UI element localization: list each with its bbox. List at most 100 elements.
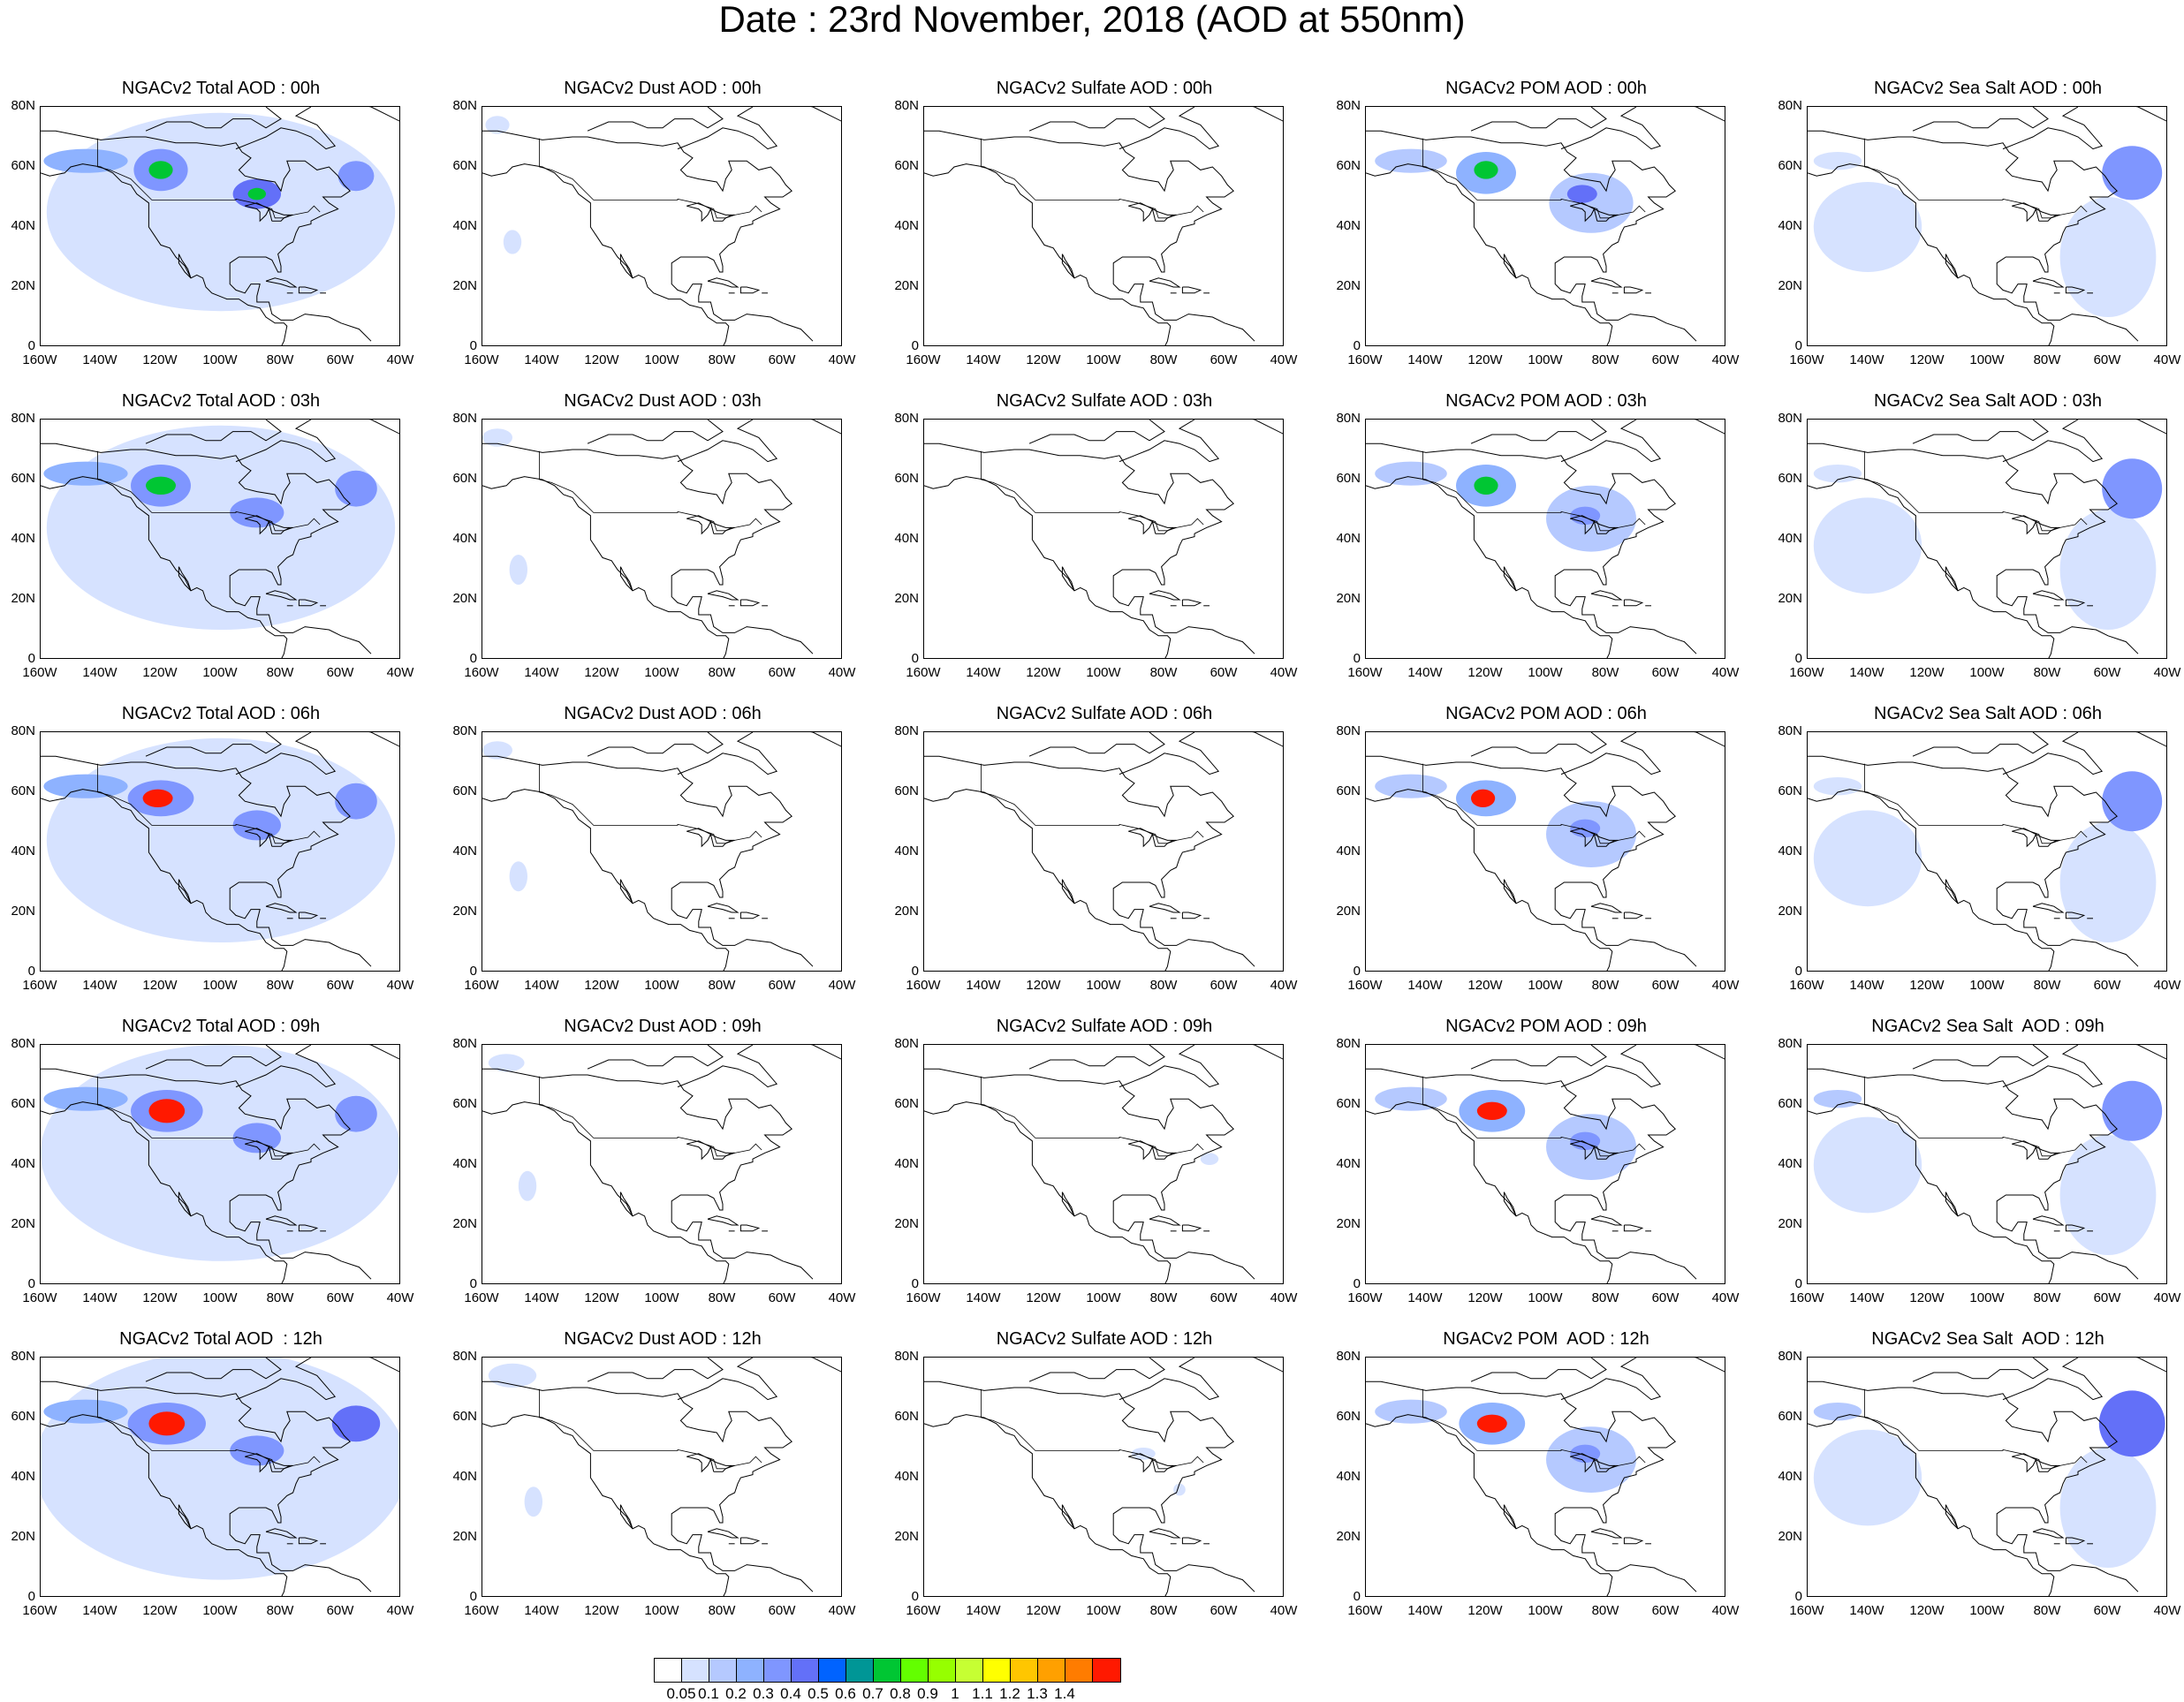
coastline xyxy=(1470,732,1607,757)
lon-tick-label: 80W xyxy=(2033,1603,2061,1618)
colorbar-label: 0.3 xyxy=(753,1685,774,1702)
lon-tick-label: 160W xyxy=(464,978,499,993)
lon-tick-label: 120W xyxy=(142,1603,178,1618)
country-border xyxy=(97,1076,321,1157)
colorbar-label: 1.3 xyxy=(1027,1685,1048,1702)
lon-tick-label: 60W xyxy=(2093,1290,2121,1305)
lat-tick-label: 80N xyxy=(894,98,919,113)
panel-title: NGACv2 Sulfate AOD : 12h xyxy=(996,1329,1213,1349)
lat-tick-label: 80N xyxy=(1336,411,1361,426)
aod-patch xyxy=(482,428,512,447)
lat-tick-label: 40N xyxy=(894,218,919,233)
coastline xyxy=(1366,443,1697,654)
map-panel: NGACv2 Sea Salt AOD : 09h 80N 60N 40N 20N 0 16… xyxy=(1767,1017,2184,1330)
lat-tick-label: 80N xyxy=(894,1036,919,1051)
aod-patch xyxy=(1474,161,1498,179)
coastline xyxy=(707,1215,739,1226)
coastline xyxy=(1128,828,1177,848)
coastline xyxy=(145,1358,282,1382)
aod-patch xyxy=(41,1045,399,1261)
coastline xyxy=(1912,732,2049,757)
map-plot xyxy=(1807,106,2167,346)
map-canvas xyxy=(924,1045,1283,1283)
lat-tick-label: 20N xyxy=(1778,591,1802,606)
lon-tick-label: 100W xyxy=(202,352,238,367)
lat-tick-label: 40N xyxy=(11,843,35,859)
map-canvas xyxy=(924,732,1283,971)
lat-tick-label: 80N xyxy=(11,1036,35,1051)
coastline xyxy=(1181,1537,1202,1545)
lon-tick-label: 40W xyxy=(1270,665,1298,680)
coastline xyxy=(1694,1045,1725,1060)
map-plot xyxy=(40,419,400,659)
map-canvas xyxy=(1366,1045,1725,1283)
lon-tick-label: 60W xyxy=(2093,665,2121,680)
lon-tick-label: 100W xyxy=(1528,1603,1563,1618)
aod-patch xyxy=(335,1095,377,1132)
lon-tick-label: 120W xyxy=(584,1603,619,1618)
panel-title: NGACv2 Dust AOD : 03h xyxy=(564,391,762,411)
lon-tick-label: 120W xyxy=(1467,978,1503,993)
panel-title: NGACv2 Sea Salt AOD : 00h xyxy=(1874,79,2102,98)
lat-tick-label: 40N xyxy=(1778,843,1802,859)
lat-tick-label: 40N xyxy=(11,1469,35,1484)
lon-tick-label: 60W xyxy=(1651,1290,1680,1305)
aod-patch xyxy=(524,1486,542,1517)
aod-patch xyxy=(1813,1116,1922,1214)
map-panel: NGACv2 Dust AOD : 00h 80N 60N 40N 20N 0 160W 14… xyxy=(442,79,883,392)
coastline xyxy=(1560,420,1662,463)
coastline xyxy=(368,732,399,747)
lat-tick-label: 80N xyxy=(1778,723,1802,738)
lon-tick-label: 40W xyxy=(828,1290,856,1305)
lat-tick-label: 60N xyxy=(894,158,919,173)
aod-patch xyxy=(509,555,527,585)
country-border xyxy=(981,450,1204,532)
panel-title: NGACv2 Sulfate AOD : 09h xyxy=(996,1017,1213,1036)
coastline xyxy=(1590,903,1623,913)
colorbar-label: 1.2 xyxy=(999,1685,1020,1702)
coastline xyxy=(924,130,1255,342)
lat-tick-label: 20N xyxy=(11,904,35,919)
coastline xyxy=(1623,1537,1644,1545)
coastline xyxy=(235,1358,337,1401)
map-panel: NGACv2 Total AOD : 12h 80N 60N 40N 20N 0 160W 1… xyxy=(0,1330,442,1643)
lat-tick-label: 0 xyxy=(1794,1589,1802,1604)
lon-tick-label: 120W xyxy=(1909,978,1945,993)
coastline xyxy=(2065,599,2086,607)
coastline xyxy=(482,1381,814,1592)
aod-patch xyxy=(485,116,510,134)
map-canvas xyxy=(924,107,1283,345)
map-panel: NGACv2 Sulfate AOD : 09h 80N 60N 40N 20N 0 160… xyxy=(883,1017,1325,1330)
lon-tick-label: 60W xyxy=(326,1603,354,1618)
coastline xyxy=(41,443,372,654)
coastline xyxy=(178,1504,192,1530)
lat-tick-label: 20N xyxy=(11,278,35,293)
colorbar-label: 0.8 xyxy=(890,1685,911,1702)
lat-tick-label: 40N xyxy=(1778,531,1802,546)
panel-title: NGACv2 Sea Salt AOD : 03h xyxy=(1874,391,2102,411)
lat-tick-label: 0 xyxy=(27,964,35,979)
coastline xyxy=(739,912,761,919)
lon-tick-label: 160W xyxy=(906,1603,941,1618)
lon-tick-label: 80W xyxy=(266,665,294,680)
coastline xyxy=(298,1537,319,1545)
lon-tick-label: 40W xyxy=(1711,352,1740,367)
coastline xyxy=(1119,1358,1220,1401)
lon-tick-label: 60W xyxy=(326,665,354,680)
country-border xyxy=(1864,450,2088,532)
coastline xyxy=(1470,1358,1607,1382)
coastline xyxy=(619,566,633,592)
lat-tick-label: 80N xyxy=(1336,98,1361,113)
coastline xyxy=(1808,130,2139,342)
coastline xyxy=(739,1537,761,1545)
map-plot xyxy=(40,1044,400,1284)
map-canvas xyxy=(482,732,841,971)
lat-tick-label: 20N xyxy=(894,904,919,919)
coastline xyxy=(1366,1381,1697,1592)
colorbar-swatch xyxy=(1038,1659,1065,1682)
lat-tick-label: 0 xyxy=(469,651,477,666)
lon-tick-label: 40W xyxy=(1711,978,1740,993)
aod-patch xyxy=(488,1363,537,1388)
lon-tick-label: 40W xyxy=(386,1290,414,1305)
coastline xyxy=(482,130,814,342)
